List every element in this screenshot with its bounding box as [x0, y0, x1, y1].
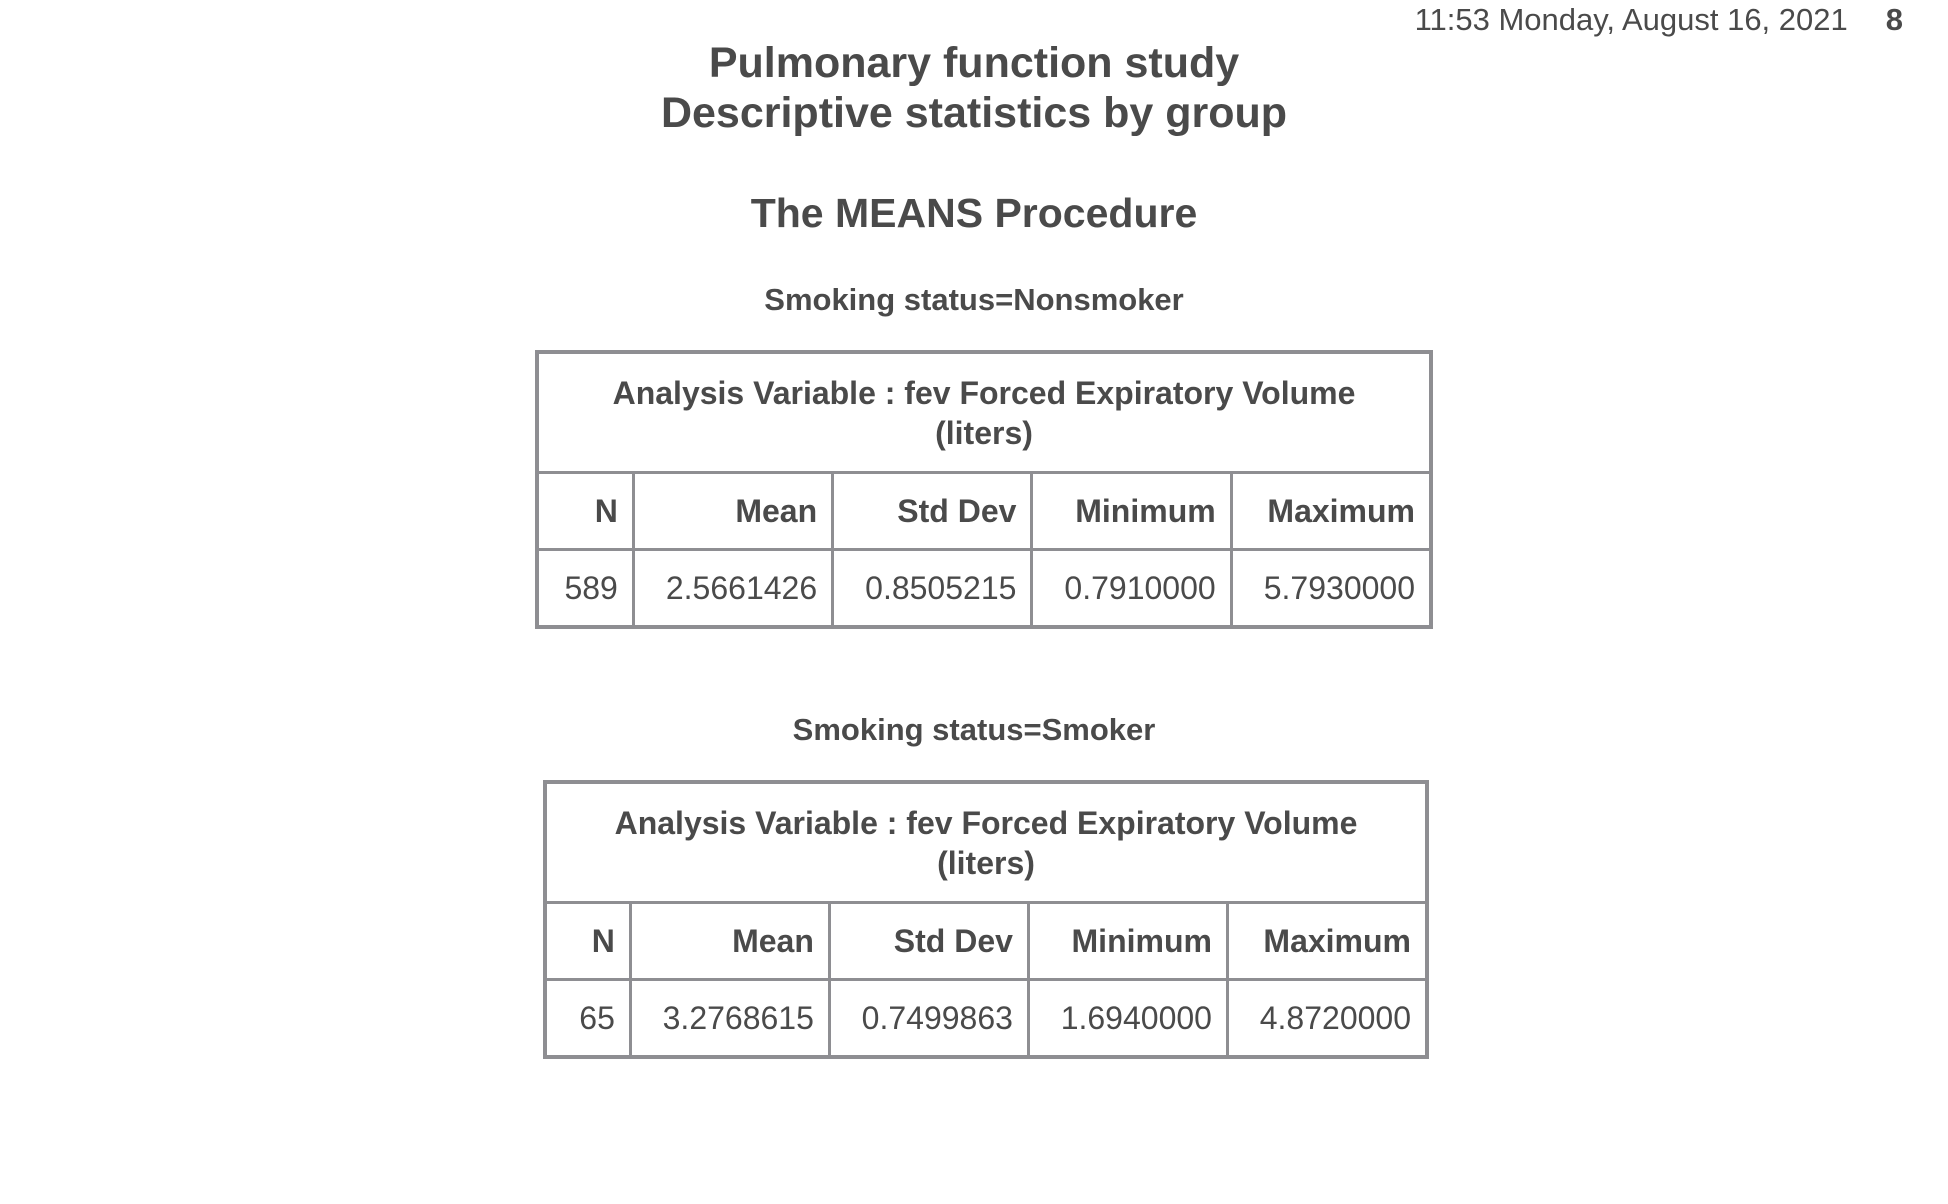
- group-label-nonsmoker: Smoking status=Nonsmoker: [764, 282, 1184, 317]
- column-header-maximum: Maximum: [1225, 901, 1429, 981]
- report-title: Pulmonary function study Descriptive sta…: [0, 38, 1948, 138]
- title-line-1: Pulmonary function study: [708, 39, 1240, 87]
- analysis-variable-line-1: Analysis Variable : fev Forced Expirator…: [612, 374, 1356, 411]
- column-header-mean: Mean: [631, 471, 835, 551]
- cell-maximum: 4.8720000: [1225, 978, 1429, 1059]
- column-header-maximum: Maximum: [1229, 471, 1433, 551]
- stats-table-smoker: Analysis Variable : fev Forced Expirator…: [543, 780, 1429, 1059]
- cell-minimum: 0.7910000: [1030, 548, 1233, 629]
- analysis-variable-line-1: Analysis Variable : fev Forced Expirator…: [614, 804, 1358, 841]
- stats-table-nonsmoker: Analysis Variable : fev Forced Expirator…: [535, 350, 1433, 629]
- page-number: 8: [1885, 2, 1903, 37]
- column-header-std-dev: Std Dev: [827, 901, 1030, 981]
- timestamp: 11:53 Monday, August 16, 2021: [1414, 2, 1848, 37]
- analysis-variable-line-2: (liters): [935, 414, 1033, 451]
- column-header-minimum: Minimum: [1026, 901, 1229, 981]
- table-row: 65 3.2768615 0.7499863 1.6940000 4.87200…: [543, 978, 1429, 1059]
- analysis-variable-header: Analysis Variable : fev Forced Expirator…: [543, 780, 1429, 904]
- group-label-smoker: Smoking status=Smoker: [792, 712, 1156, 747]
- title-line-2: Descriptive statistics by group: [660, 89, 1288, 137]
- cell-std-dev: 0.7499863: [827, 978, 1030, 1059]
- page-header: 11:53 Monday, August 16, 2021 8: [1415, 2, 1903, 38]
- analysis-variable-header: Analysis Variable : fev Forced Expirator…: [535, 350, 1433, 474]
- cell-mean: 2.5661426: [631, 548, 835, 629]
- column-header-mean: Mean: [628, 901, 831, 981]
- procedure-title: The MEANS Procedure: [750, 190, 1198, 236]
- cell-maximum: 5.7930000: [1229, 548, 1433, 629]
- cell-std-dev: 0.8505215: [831, 548, 1034, 629]
- column-header-n: N: [543, 901, 632, 981]
- cell-mean: 3.2768615: [628, 978, 831, 1059]
- cell-n: 65: [543, 978, 632, 1059]
- column-header-n: N: [535, 471, 635, 551]
- column-header-std-dev: Std Dev: [831, 471, 1034, 551]
- cell-minimum: 1.6940000: [1026, 978, 1229, 1059]
- column-header-minimum: Minimum: [1030, 471, 1233, 551]
- analysis-variable-line-2: (liters): [937, 844, 1035, 881]
- cell-n: 589: [535, 548, 635, 629]
- table-row: 589 2.5661426 0.8505215 0.7910000 5.7930…: [535, 548, 1433, 629]
